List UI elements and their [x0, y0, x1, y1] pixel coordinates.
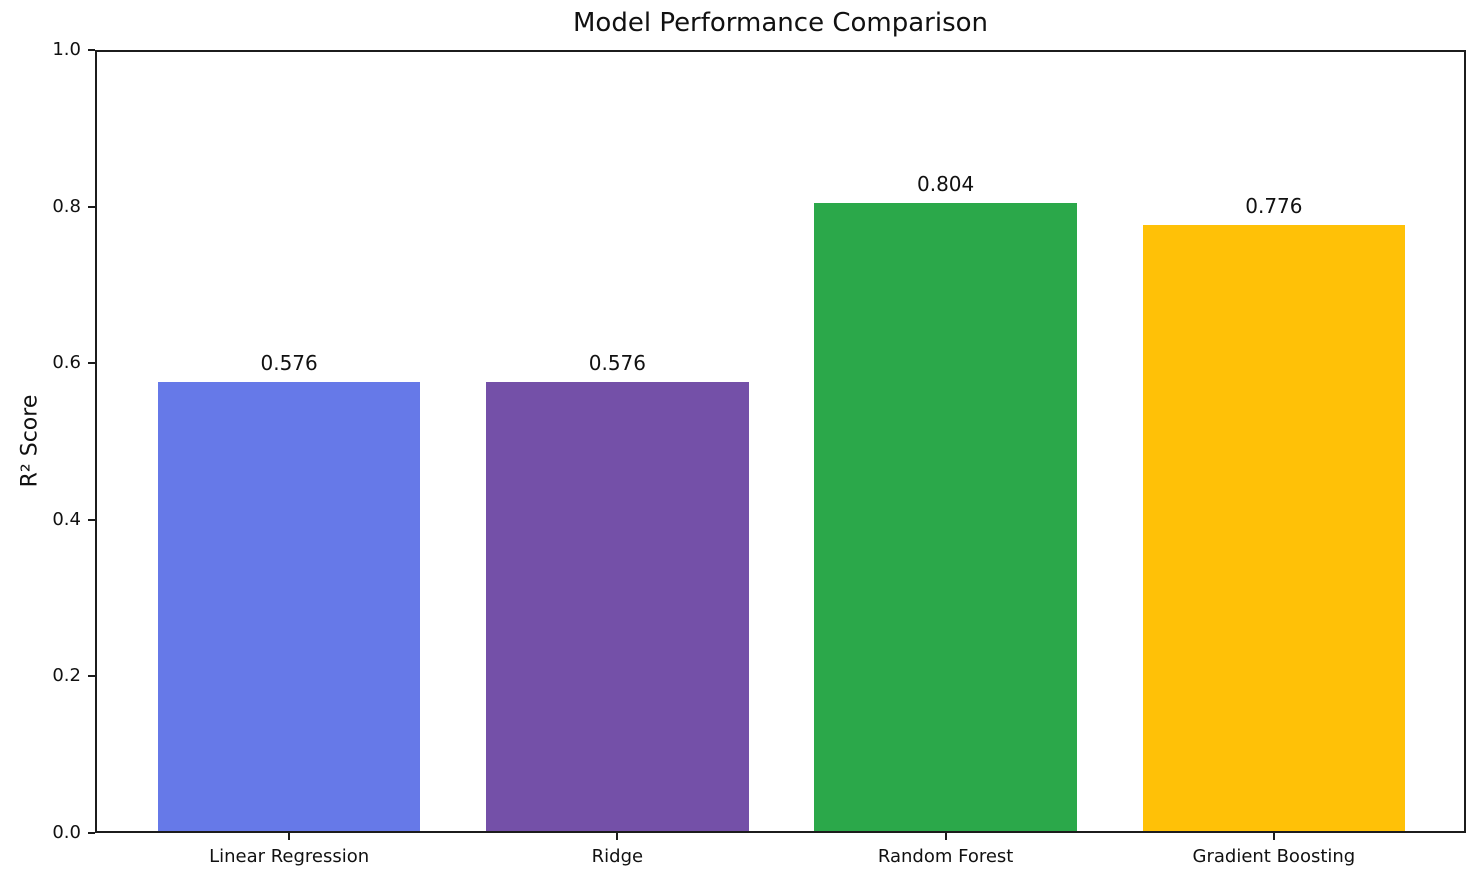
- bar: [1142, 225, 1406, 833]
- y-tick-mark: [88, 362, 95, 365]
- y-tick-label: 0.6: [52, 352, 81, 374]
- bar: [486, 382, 749, 833]
- y-axis-label: R² Score: [17, 394, 43, 488]
- x-tick-label: Random Forest: [877, 846, 1014, 867]
- bar-value-label: 0.576: [588, 351, 646, 375]
- y-tick-label: 0.8: [52, 195, 81, 217]
- y-tick-label: 0.0: [52, 822, 81, 843]
- bar-group: 0.776 Gradient Boosting: [1110, 50, 1438, 867]
- chart-title: Model Performance Comparison: [572, 8, 989, 38]
- bars-container: 0.576 Linear Regression 0.576 Ridge 0.804 Ran…: [95, 50, 1466, 867]
- y-tick-label: 0.4: [52, 508, 81, 530]
- y-tick-mark: [88, 675, 95, 678]
- bar-value-label: 0.576: [260, 351, 318, 375]
- bar-group: 0.804 Random Forest: [782, 50, 1110, 867]
- plot-area: 0.576 Linear Regression 0.576 Ridge 0.804 Ran…: [52, 41, 1466, 867]
- y-tick-label: 0.2: [52, 665, 81, 687]
- y-tick-label: 1.0: [52, 39, 81, 60]
- x-tick-label: Linear Regression: [209, 846, 370, 867]
- x-tick-mark: [1272, 833, 1275, 840]
- y-tick-mark: [88, 832, 95, 834]
- x-tick-mark: [288, 833, 291, 840]
- y-tick-mark: [88, 49, 95, 51]
- bar: [157, 382, 421, 833]
- bar-group: 0.576 Ridge: [453, 50, 781, 867]
- x-tick-label: Gradient Boosting: [1192, 846, 1356, 867]
- x-tick-mark: [944, 833, 947, 840]
- y-tick-mark: [88, 518, 95, 521]
- bar-group: 0.576 Linear Regression: [125, 50, 453, 867]
- y-tick-mark: [88, 205, 95, 208]
- x-tick-label: Ridge: [591, 846, 644, 867]
- x-tick-mark: [616, 833, 619, 840]
- bar-value-label: 0.804: [916, 172, 975, 197]
- bar: [814, 203, 1077, 833]
- bar-value-label: 0.776: [1245, 194, 1303, 219]
